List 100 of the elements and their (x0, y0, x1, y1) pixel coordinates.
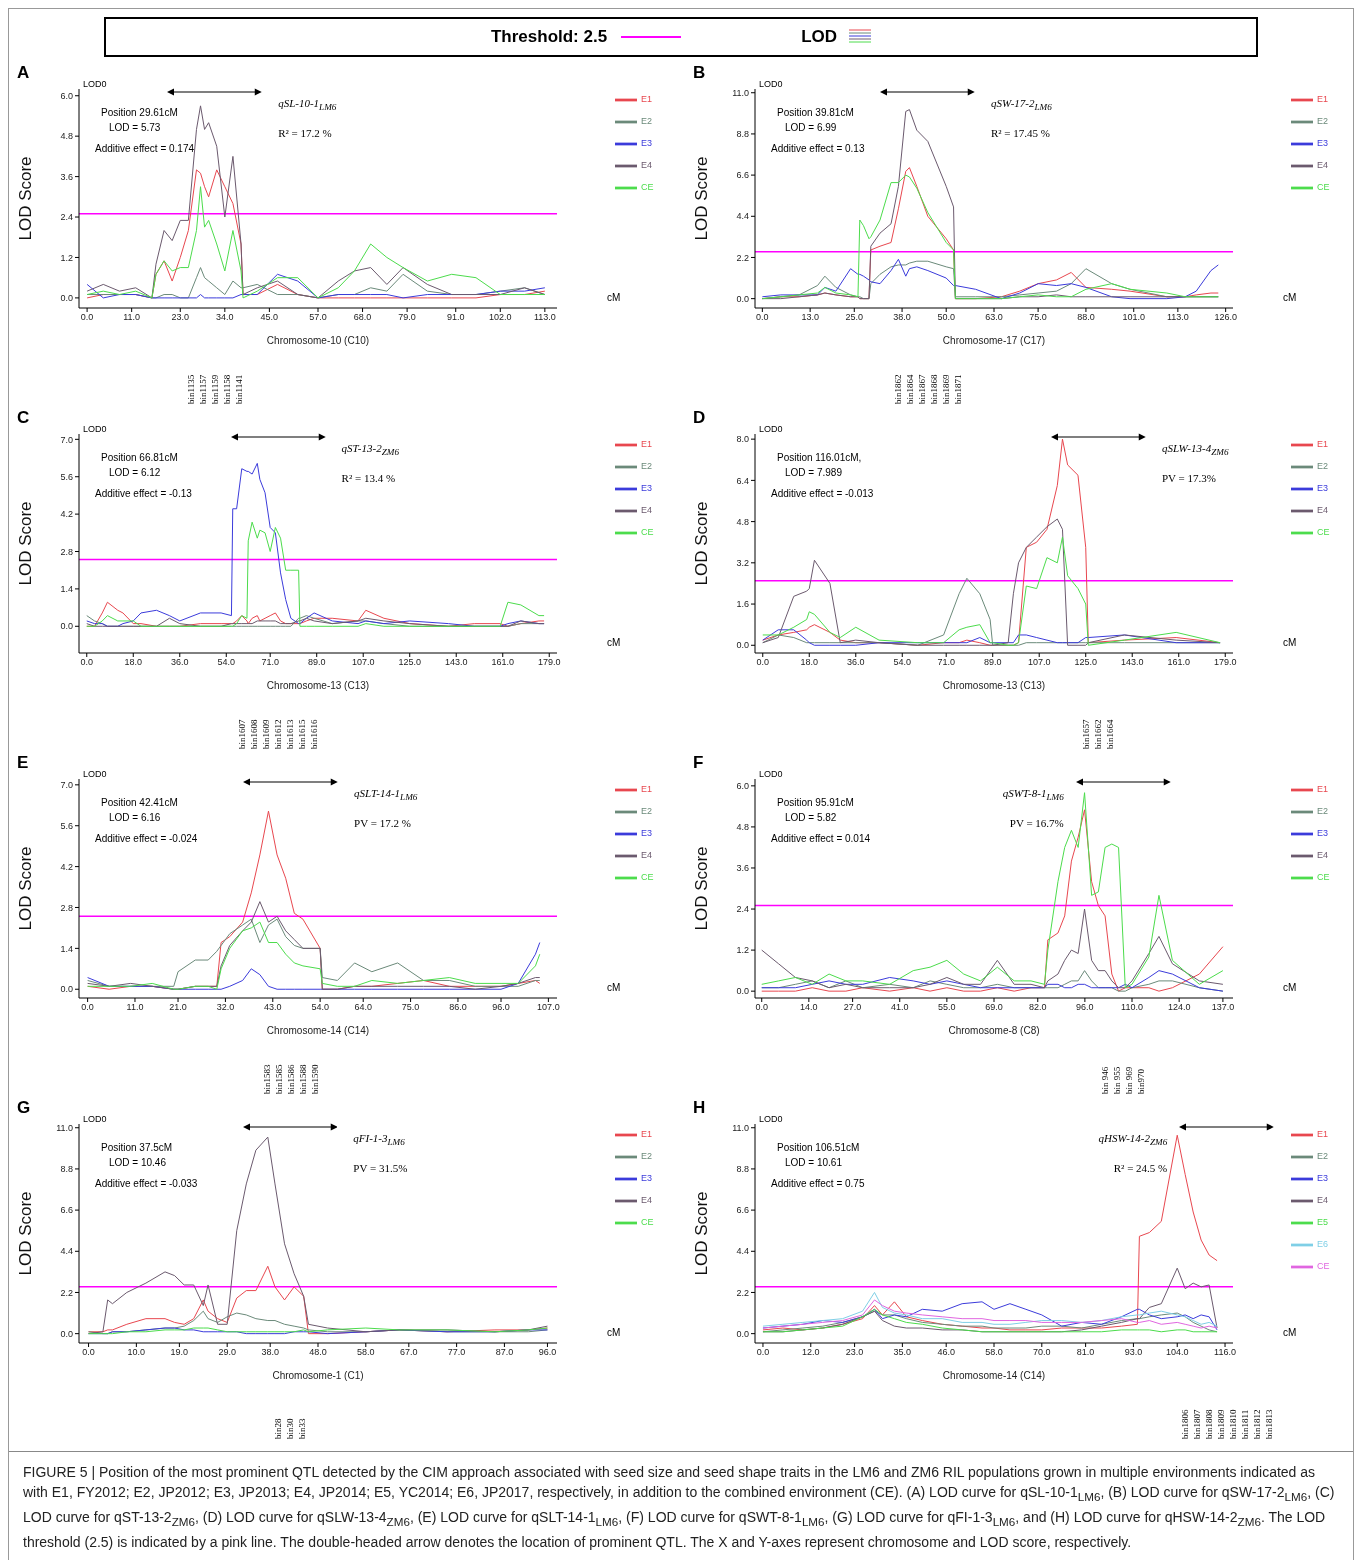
x-tick-label: 81.0 (1076, 1347, 1095, 1358)
x-tick-label: 75.0 (1029, 312, 1047, 323)
x-axis-title: Chromosome-14 (C14) (266, 1025, 370, 1036)
x-tick-label: 0.0 (756, 1347, 770, 1358)
x-tick-label: 21.0 (169, 1002, 187, 1013)
x-tick-label: 46.0 (937, 1347, 955, 1358)
text: bin1808 (1203, 1409, 1214, 1439)
x-tick-label: 89.0 (307, 657, 326, 668)
x-tick-label: 82.0 (1028, 1002, 1047, 1013)
legend-label: CE (1317, 872, 1330, 883)
annotation: qHSW-14-2$_{ZM6}$ (1097, 1131, 1168, 1150)
y-tick-label: 7.0 (60, 780, 73, 791)
annotation: Position 42.41cM (101, 796, 179, 810)
x-tick-label: 35.0 (893, 1347, 912, 1358)
text: bin1810 (1227, 1409, 1238, 1439)
y-tick-label: 11.0 (732, 1122, 749, 1133)
legend-label: E4 (641, 505, 653, 516)
annotation: Additive effect = -0.033 (95, 1177, 198, 1191)
text: bin1612 (273, 719, 284, 749)
x-tick-label: 179.0 (1213, 657, 1237, 668)
x-tick-label: 38.0 (261, 1347, 279, 1358)
x-tick-label: 41.0 (890, 1002, 909, 1013)
text: bin1806 (1179, 1409, 1190, 1439)
y-tick-label: 4.8 (736, 516, 749, 527)
x-tick-label: 10.0 (127, 1347, 146, 1358)
x-tick-label: 54.0 (893, 657, 912, 668)
text: bin1867 (916, 374, 927, 404)
y-tick-label: 4.2 (60, 509, 73, 520)
text: Threshold: 2.5 (490, 27, 608, 47)
text: bin1586 (285, 1064, 296, 1094)
legend-label: E4 (641, 160, 653, 171)
annotation: Position 66.81cM (101, 451, 179, 465)
x-tick-label: 75.0 (401, 1002, 420, 1013)
y-tick-label: 6.0 (736, 781, 749, 792)
text: bin 955 (1112, 1066, 1123, 1094)
x-tick-label: 143.0 (444, 657, 468, 668)
annotation: qSLT-14-1$_{LM6}$ (354, 786, 419, 805)
annotation: LOD0 (759, 79, 783, 89)
legend-label: CE (1317, 527, 1330, 538)
legend-label: E2 (1317, 461, 1329, 472)
y-tick-label: 5.6 (60, 820, 73, 831)
x-tick-label: 25.0 (845, 312, 864, 323)
text: bin1662 (1093, 719, 1104, 749)
text: bin1158 (221, 374, 232, 404)
legend-label: E3 (641, 483, 653, 494)
text: LOD0 (83, 79, 107, 89)
text: bin1812 (1251, 1409, 1262, 1439)
legend-label: E4 (641, 1195, 653, 1206)
y-tick-label: 0.0 (736, 1328, 749, 1339)
text: bin1135 (185, 374, 196, 404)
x-tick-label: 79.0 (398, 312, 416, 323)
legend-label: E1 (1317, 784, 1329, 795)
x-tick-label: 19.0 (170, 1347, 189, 1358)
legend-label: E2 (641, 1151, 653, 1162)
chart-title: C (17, 408, 30, 428)
text: cM (1283, 292, 1297, 303)
y-tick-label: 3.2 (736, 558, 749, 569)
text: bin1807 (1191, 1409, 1202, 1439)
annotation: PV = 17.2 % (354, 816, 412, 832)
text: bin1588 (297, 1064, 308, 1094)
x-tick-label: 67.0 (400, 1347, 418, 1358)
x-tick-label: 107.0 (351, 657, 375, 668)
text: cM (607, 637, 621, 648)
y-tick-label: 4.4 (736, 211, 749, 222)
x-tick-label: 38.0 (893, 312, 911, 323)
y-tick-label: 1.4 (60, 584, 73, 595)
legend-label: E2 (1317, 1151, 1329, 1162)
x-tick-label: 71.0 (261, 657, 279, 668)
y-tick-label: 7.0 (60, 434, 73, 445)
text: FIGURE 5 | Position of the most prominent QTL detected by the CIM approach associated with seed size and seed shape traits in the LM6 and ZM6 RIL populations grown in multiple environments indicated as with E1, FY2012; E2, JP2012; E3, JP2013; E4, JP2014; E5, YC2014; E6, JP2017, respectively, in addition to the combined environment (CE). (A) LOD curve for qSL-10-1$_{LM6}$, (B) LOD curve for qSW-17-2$_{LM6}$, (C) LOD curve for qST-13-2$_{ZM6}$, (D) LOD curve for qSLW-13-4$_{ZM6}$, (E) LOD curve for qSLT-14-1$_{LM6}$, (F) LOD curve for qSWT-8-1$_{LM6}$, (G) LOD curve for qFI-1-3$_{LM6}$, and (H) LOD curve for qHSW-14-2$_{ZM6}$. The LOD threshold (2.5) is indicated by a pink line. The double-headed arrow denotes the location of prominent QTL. The X and Y-axes represent chromosome and LOD score, respectively. (23, 1464, 1335, 1550)
legend-label: E1 (1317, 94, 1329, 105)
annotation: LOD = 5.82 (785, 811, 838, 825)
text: cM (1283, 1327, 1297, 1338)
annotation: qSLW-13-4$_{ZM6}$ (1161, 441, 1230, 460)
x-tick-label: 77.0 (447, 1347, 466, 1358)
x-tick-label: 89.0 (983, 657, 1002, 668)
x-tick-label: 68.0 (353, 312, 372, 323)
chart-title: H (693, 1098, 706, 1118)
y-tick-label: 1.2 (736, 945, 749, 956)
annotation: R² = 17.45 % (990, 126, 1051, 142)
x-tick-label: 58.0 (357, 1347, 375, 1358)
text: bin1615 (297, 719, 308, 749)
text: bin1590 (309, 1064, 320, 1094)
x-tick-label: 126.0 (1214, 312, 1237, 323)
legend-label: E2 (641, 116, 653, 127)
legend-label: E4 (641, 850, 653, 861)
y-tick-label: 8.8 (736, 1164, 749, 1175)
y-tick-label: 1.6 (736, 599, 749, 610)
y-tick-label: 2.8 (60, 902, 73, 913)
legend-label: E2 (1317, 116, 1329, 127)
x-tick-label: 11.0 (126, 1002, 144, 1013)
text: bin1157 (197, 374, 208, 404)
legend-label: E1 (641, 439, 653, 450)
annotation: LOD = 7.989 (785, 466, 843, 480)
x-tick-label: 64.0 (354, 1002, 372, 1013)
legend-label: E4 (1317, 850, 1329, 861)
text: bin1657 (1081, 719, 1092, 749)
x-tick-label: 116.0 (1214, 1347, 1236, 1358)
x-tick-label: 27.0 (843, 1002, 862, 1013)
x-tick-label: 0.0 (82, 1347, 95, 1358)
